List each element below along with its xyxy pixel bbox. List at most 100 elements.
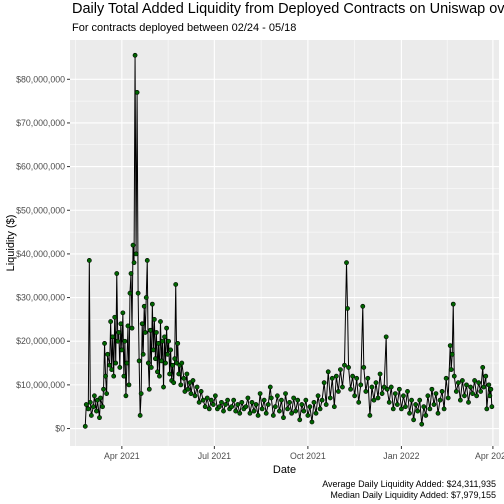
data-point — [219, 399, 224, 405]
data-point — [384, 386, 390, 392]
data-point — [160, 338, 165, 344]
data-point — [143, 295, 149, 300]
data-point — [87, 399, 93, 405]
data-point — [159, 358, 164, 364]
data-point — [309, 419, 315, 425]
data-point — [126, 382, 132, 388]
data-point — [113, 360, 119, 366]
data-point — [151, 316, 157, 322]
data-point — [443, 375, 449, 381]
data-point — [483, 373, 489, 379]
data-point — [83, 402, 89, 407]
data-point — [455, 380, 461, 386]
data-point — [394, 402, 400, 407]
data-point — [386, 399, 392, 405]
data-point — [340, 384, 345, 390]
data-point — [212, 393, 218, 399]
data-point — [208, 397, 214, 403]
data-point — [329, 375, 335, 381]
data-point — [360, 303, 366, 309]
data-point — [356, 399, 362, 405]
data-point — [319, 397, 325, 403]
data-point — [323, 402, 329, 407]
data-point — [335, 389, 341, 394]
data-point — [480, 365, 486, 370]
data-point — [170, 362, 176, 368]
data-point — [377, 371, 383, 377]
data-point — [470, 391, 475, 397]
data-point — [141, 303, 147, 309]
data-point — [373, 380, 379, 386]
data-point — [301, 408, 307, 414]
x-tick-label: Apr 2021 — [104, 451, 140, 461]
data-point — [194, 384, 200, 390]
data-point — [321, 380, 327, 386]
data-point — [247, 410, 253, 416]
data-point — [251, 408, 257, 414]
data-point — [261, 397, 267, 403]
data-point — [369, 384, 375, 390]
y-tick-label: $60,000,000 — [16, 162, 65, 172]
x-axis-title: Date — [273, 464, 296, 476]
data-point — [263, 410, 269, 416]
y-tick-label: $30,000,000 — [16, 293, 65, 303]
data-point — [277, 408, 282, 414]
data-point — [279, 397, 284, 403]
data-point — [184, 371, 190, 377]
data-point — [188, 391, 194, 397]
data-point — [90, 404, 96, 410]
data-point — [352, 393, 358, 399]
y-tick-label: $0 — [55, 424, 65, 434]
data-point — [237, 410, 243, 416]
data-point — [140, 351, 146, 357]
data-point — [327, 395, 333, 401]
data-point — [390, 406, 396, 412]
data-point — [448, 367, 454, 372]
data-point — [348, 386, 353, 392]
data-point — [105, 351, 111, 357]
data-point — [429, 386, 435, 392]
data-point — [447, 343, 453, 348]
data-point — [92, 393, 97, 399]
data-point — [164, 325, 169, 331]
data-point — [107, 362, 113, 368]
data-point — [431, 402, 437, 407]
data-point — [358, 382, 364, 388]
data-point — [123, 393, 129, 399]
data-point — [472, 378, 477, 383]
data-point — [307, 404, 313, 410]
data-point — [346, 365, 351, 370]
data-point — [245, 395, 251, 401]
y-axis-title: Liquidity ($) — [5, 215, 17, 272]
data-point — [365, 375, 371, 381]
data-point — [427, 406, 433, 412]
data-point — [476, 380, 482, 386]
data-point — [243, 404, 249, 410]
data-point — [481, 384, 487, 390]
data-point — [350, 373, 356, 379]
data-point — [181, 375, 187, 381]
data-point — [474, 393, 480, 399]
data-point — [103, 373, 108, 379]
data-point — [287, 399, 292, 405]
data-point — [163, 360, 168, 366]
data-point — [249, 399, 255, 405]
data-point — [303, 397, 309, 403]
data-point — [305, 413, 311, 418]
data-point — [135, 290, 141, 296]
data-point — [155, 369, 160, 375]
x-axis: Apr 2021 Jul 2021 Oct 2021 Jan 2022 Apr 2022 — [104, 446, 504, 461]
data-point — [466, 399, 471, 405]
data-point — [119, 347, 125, 353]
data-point — [468, 384, 473, 390]
data-point — [450, 301, 456, 307]
data-point — [449, 351, 455, 357]
data-point — [325, 369, 331, 375]
data-point — [375, 395, 381, 401]
data-point — [396, 386, 402, 392]
data-point — [178, 382, 184, 388]
y-tick-label: $50,000,000 — [16, 205, 65, 215]
data-point — [192, 393, 198, 399]
y-axis: $0 $10,000,000 $20,000,000 $30,000,000 $40,0… — [16, 74, 70, 434]
data-point — [110, 334, 116, 340]
